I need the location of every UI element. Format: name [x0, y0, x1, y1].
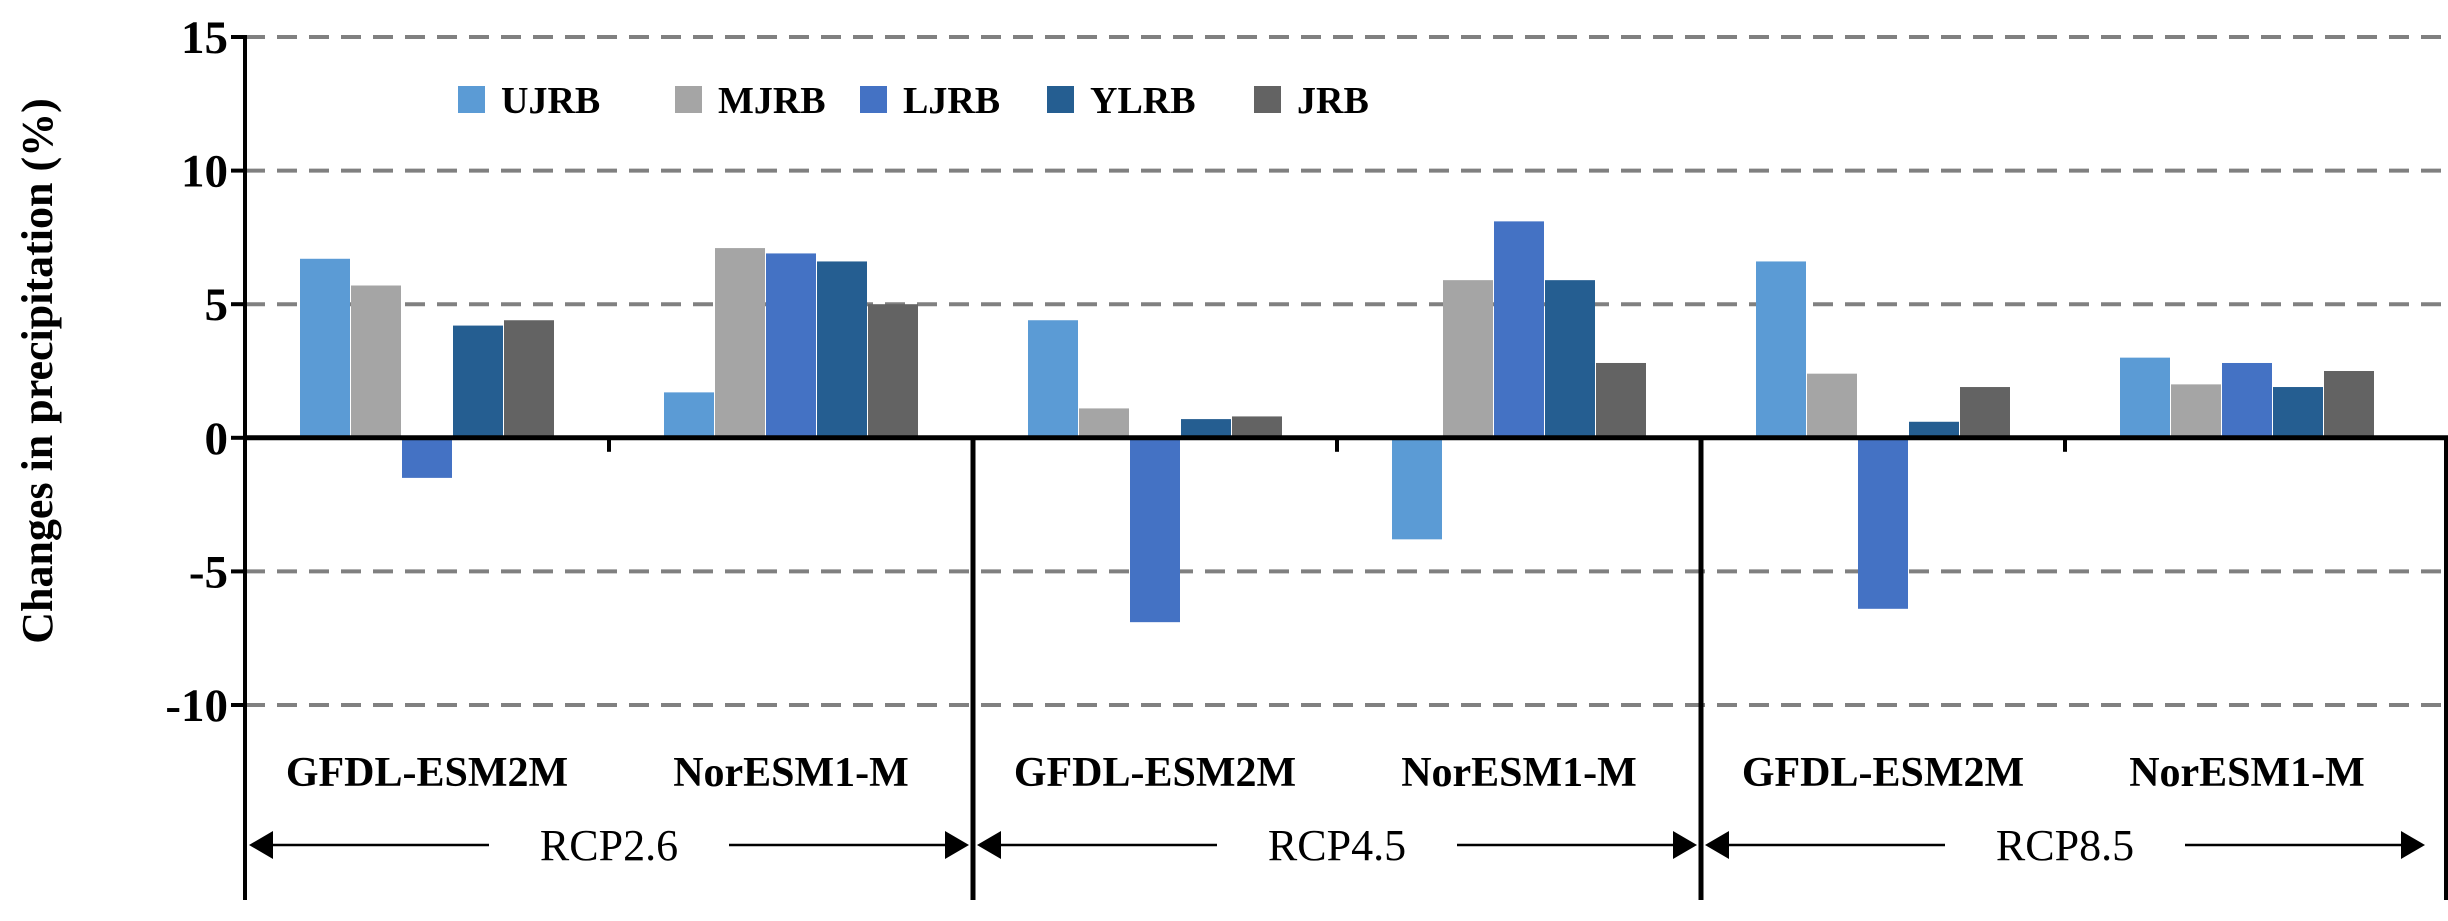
bar-jrb-0	[504, 320, 554, 438]
bar-ljrb-1	[766, 253, 816, 438]
category-label: NorESM1-M	[1401, 750, 1637, 796]
legend-swatch-jrb	[1254, 86, 1281, 113]
bar-ylrb-3	[1545, 280, 1595, 438]
y-axis-label: Changes in precipitation (%)	[13, 98, 62, 644]
bar-ujrb-1	[664, 392, 714, 438]
category-label: GFDL-ESM2M	[1014, 750, 1296, 796]
group-arrow-left-head	[249, 831, 273, 859]
bar-ljrb-3	[1494, 221, 1544, 438]
bar-mjrb-4	[1807, 373, 1857, 438]
group-arrow-right-head	[945, 831, 969, 859]
y-tick-label: 15	[181, 12, 228, 64]
bar-ujrb-2	[1028, 320, 1078, 438]
legend-label-ylrb: YLRB	[1090, 80, 1196, 122]
bar-ljrb-5	[2222, 362, 2272, 438]
y-tick-label: 0	[205, 413, 229, 465]
group-arrow-right-head	[2401, 831, 2425, 859]
bar-jrb-3	[1596, 362, 1646, 438]
group-label: RCP2.6	[540, 821, 678, 870]
group-arrow-left-head	[977, 831, 1001, 859]
bar-jrb-2	[1232, 416, 1282, 438]
y-tick-label: -5	[189, 546, 228, 598]
legend-swatch-ljrb	[860, 86, 887, 113]
bar-mjrb-2	[1079, 408, 1129, 438]
legend-label-ljrb: LJRB	[903, 80, 1000, 122]
category-label: NorESM1-M	[2129, 750, 2365, 796]
bar-ylrb-1	[817, 261, 867, 438]
bar-ylrb-4	[1909, 421, 1959, 438]
category-label: GFDL-ESM2M	[1742, 750, 2024, 796]
y-tick-label: 10	[181, 146, 228, 198]
bar-mjrb-0	[351, 285, 401, 438]
bar-mjrb-5	[2171, 384, 2221, 438]
bar-ljrb-4	[1858, 437, 1908, 609]
legend-swatch-ujrb	[458, 86, 485, 113]
bar-mjrb-1	[715, 248, 765, 438]
bar-ylrb-5	[2273, 387, 2323, 438]
bar-ujrb-4	[1756, 261, 1806, 438]
bar-jrb-4	[1960, 387, 2010, 438]
group-label: RCP4.5	[1268, 821, 1406, 870]
bar-ylrb-0	[453, 325, 503, 438]
bar-ljrb-0	[402, 437, 452, 478]
group-arrow-right-head	[1673, 831, 1697, 859]
y-tick-label: -10	[165, 680, 228, 732]
legend-swatch-mjrb	[675, 86, 702, 113]
bar-jrb-1	[868, 304, 918, 438]
group-label: RCP8.5	[1996, 821, 2134, 870]
group-arrow-left-head	[1705, 831, 1729, 859]
bar-ujrb-3	[1392, 437, 1442, 540]
legend-label-ujrb: UJRB	[501, 80, 600, 122]
bar-jrb-5	[2324, 371, 2374, 438]
category-label: GFDL-ESM2M	[286, 750, 568, 796]
y-tick-label: 5	[205, 279, 229, 331]
bar-ujrb-0	[300, 258, 350, 438]
legend-label-jrb: JRB	[1297, 80, 1369, 122]
legend-swatch-ylrb	[1047, 86, 1074, 113]
bar-ujrb-5	[2120, 357, 2170, 438]
bar-ylrb-2	[1181, 419, 1231, 438]
bar-mjrb-3	[1443, 280, 1493, 438]
category-label: NorESM1-M	[673, 750, 909, 796]
legend-label-mjrb: MJRB	[718, 80, 826, 122]
bar-ljrb-2	[1130, 437, 1180, 623]
